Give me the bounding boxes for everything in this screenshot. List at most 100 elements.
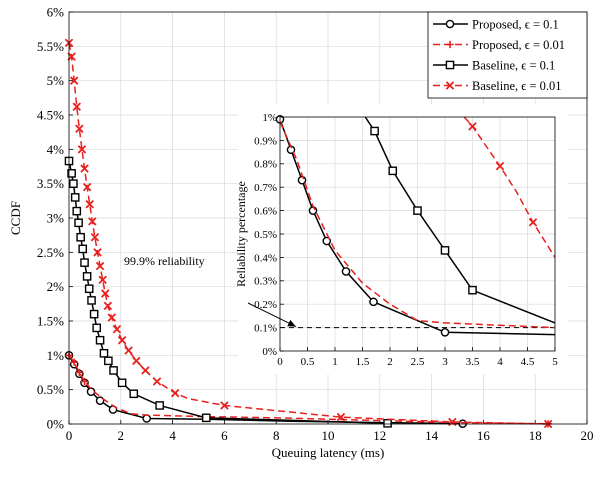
inset-x-tick-label: 4.5 — [521, 356, 535, 368]
main-data-point — [98, 275, 107, 285]
main-series-3 — [64, 38, 553, 429]
main-data-point — [112, 325, 122, 334]
main-data-point — [99, 348, 109, 358]
inset-series-3 — [463, 116, 556, 258]
inset-data-point — [308, 206, 318, 215]
main-x-tick-label: 16 — [477, 428, 491, 443]
inset-y-tick-label: 0.5% — [254, 229, 277, 241]
main-y-tick-label: 3% — [47, 211, 65, 226]
inset-x-tick-label: 1 — [332, 356, 338, 368]
main-y-tick-label: 0.5% — [37, 382, 64, 397]
inset-series-2 — [364, 116, 556, 324]
inset-plot: 0 0.5 1 1.5 2 2.5 3 3.5 4 4.5 5 0% 0.1% 0.2% 0.3% 0.4% 0… — [234, 104, 568, 374]
main-data-point — [76, 232, 85, 242]
main-x-tick-label: 20 — [581, 428, 594, 443]
main-x-tick-label: 8 — [273, 428, 280, 443]
main-data-point — [72, 206, 82, 216]
inset-data-point — [388, 166, 398, 176]
annotation-arrow — [247, 302, 297, 328]
main-data-point — [70, 193, 80, 202]
main-data-point — [67, 169, 76, 178]
inset-x-tick-label: 2 — [387, 356, 393, 368]
main-data-point — [124, 346, 133, 355]
inset-data-point — [495, 161, 505, 171]
inset-y-axis-label: Reliability percentage — [234, 181, 248, 287]
inset-data-point — [440, 246, 450, 255]
reliability-annotation: 99.9% reliability — [124, 254, 205, 268]
inset-x-tick-label: 2.5 — [411, 356, 425, 368]
main-data-point — [142, 414, 151, 423]
main-data-point — [84, 284, 94, 294]
main-data-point — [74, 218, 83, 228]
legend-item: Baseline, ϵ = 0.01 — [433, 79, 562, 93]
main-series-line — [68, 354, 549, 425]
inset-data-point — [369, 297, 378, 307]
legend-swatch-marker — [446, 40, 454, 49]
inset-series-1 — [279, 121, 556, 329]
main-y-tick-label: 2% — [47, 279, 65, 294]
main-series — [64, 38, 553, 429]
inset-y-tick-label: 0.4% — [254, 252, 277, 264]
main-plot-frame — [68, 11, 588, 425]
main-data-point — [132, 356, 141, 366]
inset-data-point — [528, 218, 538, 227]
inset-y-tick-label: 1% — [262, 112, 277, 124]
inset-data-point — [413, 206, 422, 215]
legend-items: Proposed, ϵ = 0.1 Proposed, ϵ = 0.01 Basel… — [433, 18, 565, 93]
main-y-tick-label: 4% — [47, 142, 65, 157]
inset-x-tick-label: 4 — [497, 356, 503, 368]
annotation-arrowhead — [287, 319, 296, 327]
main-ticks: 0 2 4 6 8 10 12 14 16 18 200%0.5%1%1.5%2%2.5%3%3.5… — [37, 5, 594, 443]
main-data-point — [78, 244, 88, 254]
main-x-tick-label: 12 — [373, 428, 386, 443]
main-data-point — [89, 309, 99, 319]
inset-data-point — [468, 122, 477, 131]
main-data-point — [80, 377, 89, 386]
legend-item: Proposed, ϵ = 0.1 — [433, 18, 559, 32]
legend-item: Proposed, ϵ = 0.01 — [433, 38, 565, 52]
main-data-point — [70, 358, 78, 366]
inset-data-point — [370, 126, 379, 136]
main-data-point — [220, 401, 229, 410]
main-y-tick-label: 5% — [47, 73, 65, 88]
inset-series-line — [279, 121, 556, 329]
main-data-point — [155, 401, 164, 410]
main-data-point — [129, 389, 139, 399]
main-data-point — [109, 366, 118, 375]
main-data-point — [117, 335, 127, 345]
legend-swatch-marker — [445, 60, 455, 70]
legend-swatch-marker — [445, 19, 455, 29]
main-data-point — [104, 356, 113, 366]
inset-x-tick-label: 3 — [442, 356, 448, 368]
main-y-tick-label: 4.5% — [37, 108, 64, 123]
inset-data-point — [440, 327, 450, 337]
inset-data-point — [468, 285, 477, 295]
main-data-point — [95, 261, 105, 271]
inset-series-0 — [275, 115, 556, 337]
main-data-point — [82, 182, 92, 192]
main-x-tick-label: 4 — [169, 428, 176, 443]
inset-y-tick-label: 0.6% — [254, 205, 277, 217]
main-y-tick-label: 5.5% — [37, 39, 64, 54]
main-data-point — [80, 258, 89, 267]
main-data-point — [82, 272, 92, 281]
main-x-tick-label: 6 — [221, 428, 228, 443]
main-data-point — [90, 232, 100, 242]
inset-data-point — [297, 175, 307, 185]
main-data-point — [92, 323, 102, 333]
inset-x-tick-label: 0 — [277, 356, 283, 368]
main-y-tick-label: 0% — [47, 417, 65, 432]
legend-label: Baseline, ϵ = 0.01 — [472, 79, 562, 93]
inset-y-tick-label: 0.1% — [254, 322, 277, 334]
main-series-2 — [64, 156, 392, 428]
main-y-tick-label: 1.5% — [37, 314, 64, 329]
main-data-point — [107, 313, 116, 322]
inset-y-tick-label: 0.7% — [254, 182, 277, 194]
main-data-point — [93, 248, 102, 257]
main-data-point — [141, 366, 150, 375]
main-y-axis-label: CCDF — [8, 201, 23, 235]
main-data-point — [72, 102, 82, 111]
main-data-point — [170, 388, 180, 398]
main-x-tick-label: 18 — [529, 428, 542, 443]
inset-data-point — [341, 267, 351, 276]
